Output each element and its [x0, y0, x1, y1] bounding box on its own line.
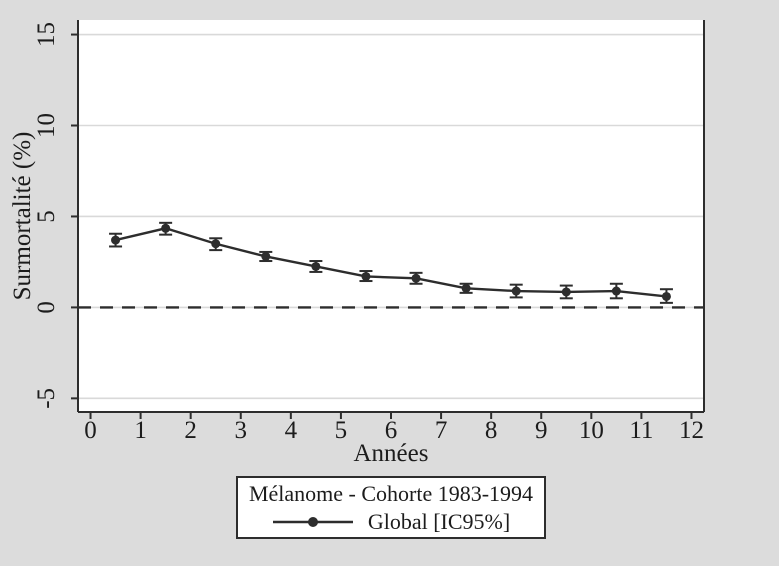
y-tick-label: 10	[33, 113, 60, 138]
x-tick-label: 3	[235, 417, 248, 444]
x-tick-label: 8	[485, 417, 498, 444]
data-point	[261, 251, 271, 261]
data-point	[211, 239, 221, 249]
line-dot-marker-icon	[272, 516, 353, 527]
y-tick-label: 0	[33, 301, 60, 314]
x-tick-label: 7	[435, 417, 448, 444]
surmortality-chart: 0 1 2 3 4 5 6 7 8 9 10 11 12-5051015AnnéesSurmortali…	[9, 20, 705, 466]
data-point	[111, 235, 121, 245]
x-axis-title: Années	[354, 440, 429, 466]
legend-title: Mélanome - Cohorte 1983-1994	[248, 480, 534, 506]
x-tick-label: 2	[184, 417, 197, 444]
data-point	[511, 286, 521, 296]
y-tick-label: 15	[33, 22, 60, 47]
legend-box: Mélanome - Cohorte 1983-1994 Global [IC9…	[236, 476, 546, 539]
y-tick-label: -5	[33, 388, 60, 409]
data-point	[561, 287, 571, 297]
x-tick-label: 6	[385, 417, 398, 444]
tick-marks	[71, 33, 693, 419]
data-point	[361, 271, 371, 281]
x-tick-label: 12	[679, 417, 704, 444]
x-tick-label: 11	[629, 417, 653, 444]
data-point	[311, 261, 321, 271]
x-tick-label: 5	[335, 417, 348, 444]
x-tick-label: 1	[134, 417, 147, 444]
x-tick-label: 4	[285, 417, 298, 444]
legend-entry-label: Global [IC95%]	[367, 508, 511, 534]
series-markers	[111, 223, 671, 301]
legend-entry: Global [IC95%]	[272, 508, 510, 536]
data-series	[109, 221, 673, 304]
data-point	[661, 291, 671, 301]
y-axis-title: Surmortalité (%)	[9, 132, 36, 301]
x-tick-label: 9	[535, 417, 548, 444]
data-point	[461, 283, 471, 293]
data-point	[161, 223, 171, 233]
data-point	[411, 273, 421, 283]
series-line	[115, 227, 667, 298]
y-tick-label: 5	[33, 210, 60, 223]
x-tick-label: 0	[84, 417, 97, 444]
data-point	[611, 286, 621, 296]
x-tick-label: 10	[579, 417, 604, 444]
